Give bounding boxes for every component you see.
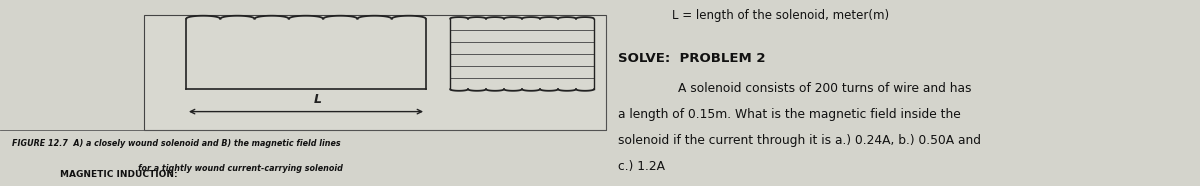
Text: SOLVE:  PROBLEM 2: SOLVE: PROBLEM 2 [618,52,766,65]
Bar [144,15,606,130]
Text: MAGNETIC INDUCTION:: MAGNETIC INDUCTION: [60,170,178,179]
Text: for a tightly wound current-carrying solenoid: for a tightly wound current-carrying sol… [138,164,343,173]
Text: c.) 1.2A: c.) 1.2A [618,160,665,173]
Text: solenoid if the current through it is a.) 0.24A, b.) 0.50A and: solenoid if the current through it is a.… [618,134,982,147]
Text: FIGURE 12.7  A) a closely wound solenoid and B) the magnetic field lines: FIGURE 12.7 A) a closely wound solenoid … [12,140,341,148]
Text: a length of 0.15m. What is the magnetic field inside the: a length of 0.15m. What is the magnetic … [618,108,961,121]
Text: A solenoid consists of 200 turns of wire and has: A solenoid consists of 200 turns of wire… [678,82,972,95]
Text: L: L [314,93,322,106]
Text: L = length of the solenoid, meter(m): L = length of the solenoid, meter(m) [672,9,889,22]
